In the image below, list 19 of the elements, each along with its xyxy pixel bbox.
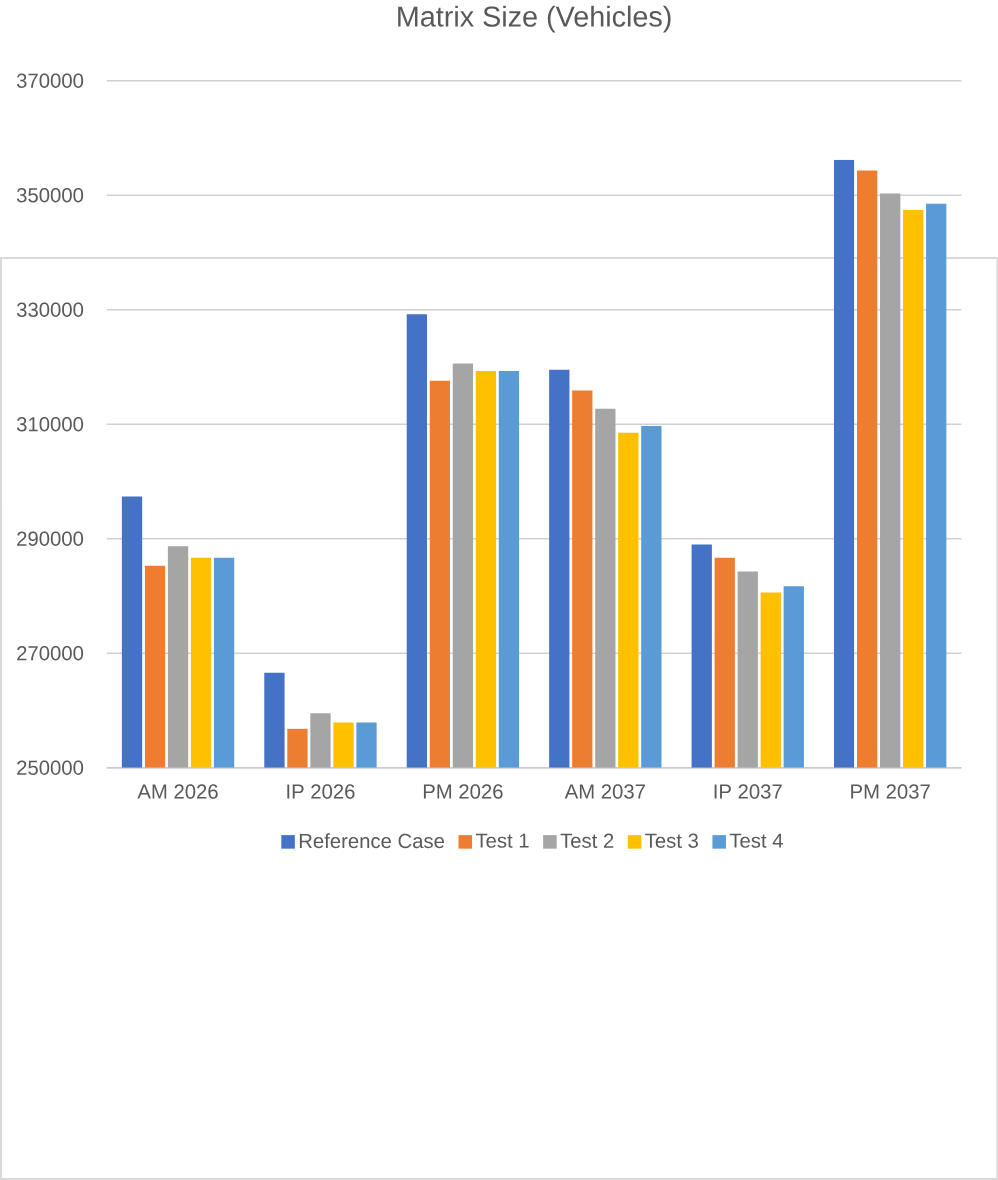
legend-label: Test 1 xyxy=(475,833,529,848)
x-tick-label: PM 2026 xyxy=(423,784,503,799)
legend-label: Reference Case xyxy=(299,833,444,849)
x-tick-label: AM 2037 xyxy=(564,784,645,799)
y-tick-label: 350000 xyxy=(16,188,83,203)
y-tick-label: 250000 xyxy=(16,760,83,775)
y-tick-label: 270000 xyxy=(16,646,83,661)
x-tick-label: IP 2026 xyxy=(287,784,355,799)
legend-label: Test 2 xyxy=(560,833,614,848)
y-tick-label: 310000 xyxy=(16,417,83,432)
legend-label: Test 3 xyxy=(644,833,698,848)
chart-title: Matrix Size (Vehicles) xyxy=(397,5,671,33)
legend-label: Test 4 xyxy=(729,833,783,848)
y-tick-label: 290000 xyxy=(16,531,83,546)
x-tick-label: IP 2037 xyxy=(714,784,782,799)
x-tick-label: PM 2037 xyxy=(851,784,930,799)
y-tick-label: 370000 xyxy=(16,73,83,88)
x-tick-label: AM 2026 xyxy=(137,784,218,799)
y-tick-label: 330000 xyxy=(16,302,83,317)
